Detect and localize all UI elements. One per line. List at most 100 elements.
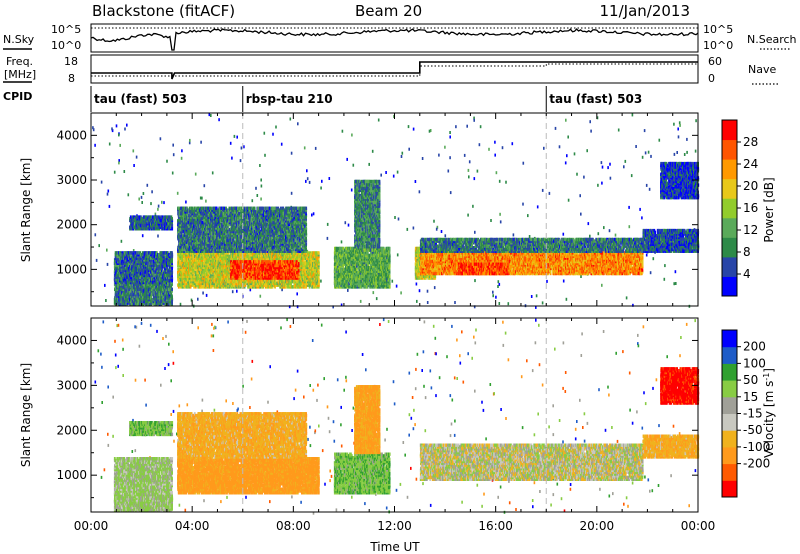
echo-cell-63: [94, 233, 97, 237]
echo-cell-213: [132, 149, 135, 153]
echo-cell-2173: [140, 215, 142, 219]
echo-cell-202: [566, 154, 568, 158]
echo-cell-2216: [146, 215, 148, 219]
echo-cell-206: [467, 168, 470, 172]
echo-cell-2676: [191, 274, 194, 278]
echo-cell-402: [297, 122, 299, 126]
echo-cell-9: [497, 280, 500, 284]
echo-cell-2974: [207, 267, 210, 271]
echo-cell-2940: [205, 270, 208, 275]
echo-cell-223: [495, 295, 497, 299]
echo-cell-2417: [177, 276, 179, 280]
echo-cell-302: [488, 147, 490, 151]
echo-cell-52: [272, 132, 274, 136]
echo-cell-330: [562, 279, 565, 283]
echo-cell-237: [449, 156, 451, 160]
echo-cell-2654: [190, 281, 193, 286]
echo-cell-2240: [149, 218, 151, 223]
echo-cell-1574: [140, 253, 143, 257]
echo-cell-1553: [139, 275, 142, 279]
echo-cell-2444: [178, 279, 181, 284]
echo-cell-2736: [194, 274, 197, 278]
echo-cell-131: [623, 165, 625, 169]
echo-cell-1383: [129, 258, 132, 262]
echo-cell-342: [290, 191, 293, 195]
echo-cell-2428: [177, 285, 180, 289]
echo-cell-2761: [196, 274, 199, 278]
echo-cell-180: [275, 125, 277, 129]
echo-cell-122: [677, 135, 680, 139]
echo-cell-2473: [180, 276, 183, 280]
echo-cell-2779: [197, 276, 200, 280]
echo-cell-1405: [131, 275, 134, 279]
echo-cell-363: [171, 171, 174, 175]
echo-cell-372: [589, 234, 591, 238]
echo-cell-2451: [178, 260, 181, 264]
echo-cell-2124: [133, 215, 135, 219]
echo-cell-1187: [118, 275, 121, 279]
echo-cell-1150: [116, 266, 119, 271]
echo-cell-2573: [185, 256, 188, 260]
echo-cell-149: [98, 244, 100, 248]
echo-cell-2866: [201, 260, 204, 264]
echo-cell-1264: [123, 253, 125, 257]
nave-line: [91, 63, 698, 77]
echo-cell-1281: [124, 279, 127, 283]
echo-cell-2341: [161, 215, 164, 219]
echo-cell-147: [111, 129, 114, 133]
echo-cell-1184: [118, 280, 121, 285]
echo-cell-1: [380, 173, 382, 177]
echo-cell-1403: [131, 279, 134, 283]
echo-cell-58: [151, 190, 153, 194]
echo-cell-1888: [159, 258, 162, 262]
echo-cell-2323: [159, 217, 162, 221]
echo-cell-817: [146, 284, 149, 288]
echo-cell-2668: [190, 256, 193, 260]
echo-cell-2591: [187, 285, 190, 289]
echo-cell-812: [146, 297, 149, 302]
echo-cell-44: [589, 120, 591, 124]
echo-cell-762: [142, 291, 145, 295]
echo-cell-2826: [199, 279, 202, 284]
echo-cell-196: [400, 291, 402, 295]
echo-cell-389: [573, 152, 576, 156]
echo-cell-2809: [199, 276, 201, 280]
echo-cell-393: [541, 188, 544, 192]
echo-cell-347: [499, 212, 501, 216]
echo-cell-1945: [162, 263, 165, 267]
echo-cell-1813: [155, 272, 157, 276]
echo-cell-137: [157, 204, 160, 208]
echo-cell-403: [328, 177, 331, 180]
echo-cell-2313: [158, 222, 161, 226]
echo-cell-2853: [200, 256, 203, 260]
echo-cell-157: [498, 179, 501, 183]
echo-cell-2477: [180, 267, 183, 271]
echo-cell-1939: [162, 279, 165, 283]
echo-cell-2924: [204, 265, 207, 269]
echo-cell-381: [505, 180, 507, 184]
echo-cell-933: [156, 284, 159, 288]
echo-cell-167: [645, 253, 648, 257]
echo-cell-2626: [188, 276, 191, 280]
echo-cell-954: [158, 291, 161, 295]
echo-cell-2247: [150, 215, 152, 219]
echo-cell-2631: [188, 265, 191, 269]
echo-cell-2863: [201, 270, 204, 275]
echo-cell-1978: [164, 251, 167, 255]
echo-cell-2751: [195, 263, 198, 268]
echo-cell-1865: [158, 275, 161, 279]
echo-cell-1505: [137, 279, 140, 283]
echo-cell-2340: [161, 217, 164, 221]
echo-cell-2746: [195, 279, 198, 284]
echo-cell-2593: [187, 281, 189, 286]
echo-cell-1784: [153, 266, 156, 271]
echo-cell-2737: [194, 272, 197, 277]
echo-cell-1135: [115, 266, 118, 271]
freq-tick-top: 18: [64, 55, 78, 68]
echo-cell-2270: [152, 215, 155, 219]
echo-cell-2482: [180, 251, 183, 255]
echo-cell-2582: [186, 270, 189, 275]
echo-cell-197: [229, 141, 232, 145]
echo-cell-2814: [199, 267, 201, 271]
echo-cell-2571: [185, 260, 188, 264]
